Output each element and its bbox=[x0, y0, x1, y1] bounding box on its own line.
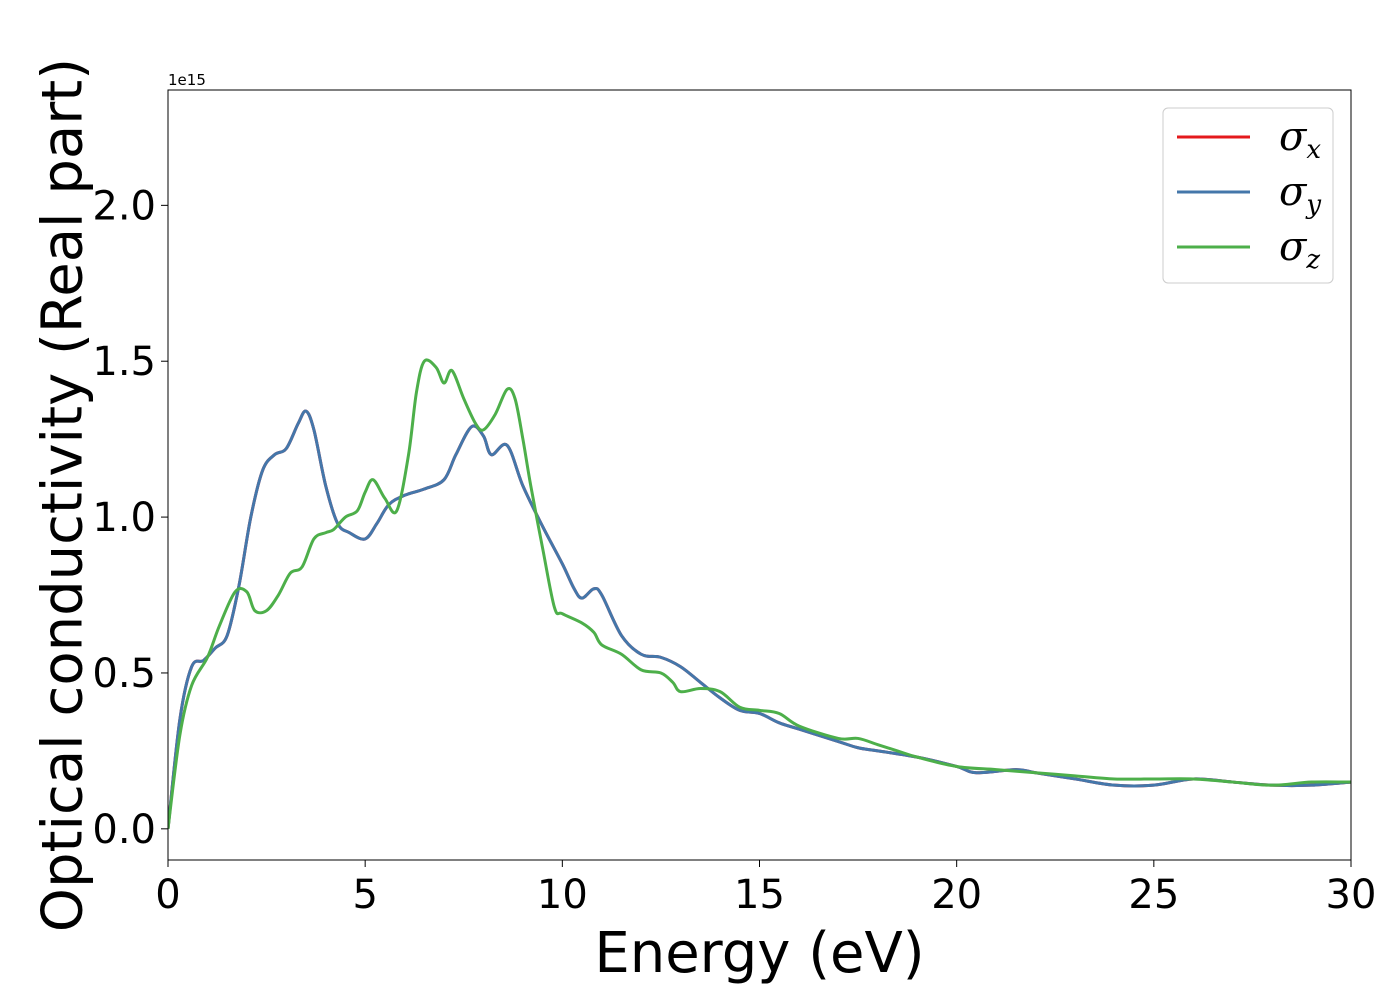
x-tick-label: 30 bbox=[1326, 872, 1377, 918]
legend-subscript-x: x bbox=[1306, 135, 1321, 165]
y-offset-label: 1e15 bbox=[168, 71, 206, 89]
x-axis-title: Energy (eV) bbox=[594, 921, 924, 986]
legend-box bbox=[1162, 107, 1334, 284]
y-axis: 0.0 0.5 1.0 1.5 2.0 bbox=[92, 183, 168, 853]
series-line-z bbox=[168, 358, 1351, 830]
y-axis-title: Optical conductivity (Real part) bbox=[31, 58, 96, 932]
y-tick-label: 0.0 bbox=[92, 807, 156, 853]
x-tick-label: 15 bbox=[734, 872, 785, 918]
x-tick-label: 20 bbox=[931, 872, 982, 918]
plot-lines bbox=[168, 358, 1351, 830]
y-tick-label: 0.5 bbox=[92, 651, 156, 697]
legend-label-x: σx bbox=[1279, 114, 1321, 165]
x-tick-label: 10 bbox=[537, 872, 588, 918]
legend-subscript-y: y bbox=[1305, 190, 1321, 220]
y-tick-label: 1.0 bbox=[92, 495, 156, 541]
x-tick-label: 5 bbox=[352, 872, 377, 918]
legend-subscript-z: z bbox=[1305, 245, 1320, 275]
y-tick-label: 1.5 bbox=[92, 339, 156, 385]
x-tick-label: 25 bbox=[1128, 872, 1179, 918]
x-axis: 0 5 10 15 20 25 30 bbox=[155, 860, 1376, 918]
series-line-y bbox=[168, 409, 1351, 829]
x-tick-label: 0 bbox=[155, 872, 180, 918]
y-tick-label: 2.0 bbox=[92, 183, 156, 229]
